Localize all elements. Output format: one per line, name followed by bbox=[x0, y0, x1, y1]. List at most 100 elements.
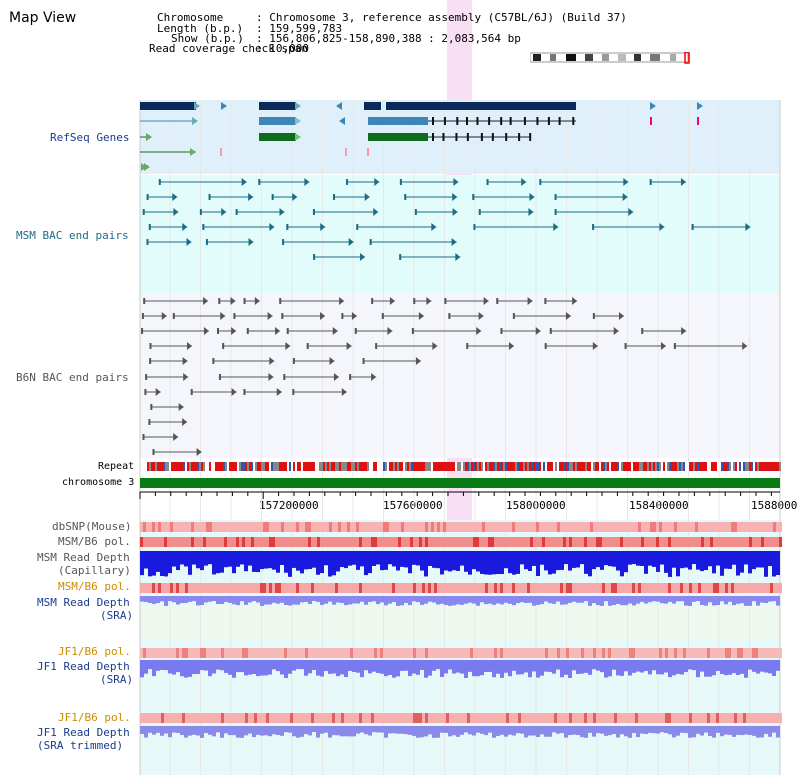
depth-bar bbox=[588, 660, 592, 675]
heat-cell bbox=[521, 583, 524, 593]
repeat-block bbox=[163, 462, 165, 471]
depth-bar bbox=[420, 596, 424, 605]
heat-cell bbox=[365, 583, 368, 593]
heat-cell bbox=[515, 583, 518, 593]
depth-bar bbox=[328, 596, 332, 602]
heat-cell bbox=[563, 713, 566, 723]
depth-bar bbox=[160, 726, 164, 736]
repeat-block bbox=[377, 462, 379, 471]
depth-bar bbox=[360, 551, 364, 567]
chromosome-ideogram[interactable] bbox=[530, 52, 692, 64]
heat-cell bbox=[467, 537, 470, 547]
depth-bar bbox=[328, 551, 332, 577]
heat-cell bbox=[533, 522, 536, 532]
depth-bar bbox=[444, 551, 448, 571]
heat-cell bbox=[329, 537, 332, 547]
heat-cell bbox=[308, 713, 311, 723]
heat-cell bbox=[548, 713, 551, 723]
heat-cell bbox=[707, 583, 710, 593]
heat-cell bbox=[140, 583, 143, 593]
depth-bar bbox=[200, 596, 204, 605]
depth-bar bbox=[724, 660, 728, 676]
heat-cell bbox=[233, 537, 236, 547]
heat-cell bbox=[221, 713, 224, 723]
repeat-block bbox=[673, 462, 675, 471]
heat-cell bbox=[398, 648, 401, 658]
repeat-block bbox=[413, 462, 415, 471]
refseq-genes-label[interactable]: RefSeq Genes bbox=[50, 131, 130, 144]
repeat-block bbox=[467, 462, 469, 471]
repeat-block bbox=[493, 462, 495, 471]
page-title: Map View bbox=[9, 10, 77, 26]
heat-cell bbox=[242, 648, 245, 658]
heat-cell bbox=[359, 522, 362, 532]
heat-cell bbox=[209, 648, 212, 658]
heat-cell bbox=[434, 522, 437, 532]
heat-cell bbox=[482, 648, 485, 658]
heat-cell bbox=[698, 713, 701, 723]
heat-cell bbox=[773, 537, 776, 547]
repeat-block bbox=[563, 462, 565, 471]
heat-cell bbox=[383, 713, 386, 723]
bac-end-arrow bbox=[364, 193, 370, 201]
depth-bar bbox=[740, 660, 744, 674]
heat-cell bbox=[215, 522, 218, 532]
heat-cell bbox=[335, 648, 338, 658]
heat-cell bbox=[668, 648, 671, 658]
heat-cell bbox=[155, 648, 158, 658]
bac-end-arrow bbox=[254, 297, 260, 305]
depth-bar bbox=[164, 726, 168, 734]
bac-end bbox=[282, 239, 285, 245]
depth-bar bbox=[340, 596, 344, 604]
depth-bar bbox=[772, 726, 776, 733]
depth-bar bbox=[636, 726, 640, 738]
repeat-block bbox=[529, 462, 531, 471]
depth-bar bbox=[172, 551, 176, 567]
heat-cell bbox=[239, 522, 242, 532]
depth-bar bbox=[424, 726, 428, 737]
heat-cell bbox=[239, 648, 242, 658]
gene-block bbox=[368, 117, 428, 125]
depth-bar bbox=[548, 660, 552, 672]
heat-cell bbox=[287, 583, 290, 593]
heat-cell bbox=[317, 522, 320, 532]
msm-bac-label[interactable]: MSM BAC end pairs bbox=[16, 229, 129, 242]
heat-cell bbox=[275, 522, 278, 532]
heat-cell bbox=[581, 713, 584, 723]
bac-end-arrow bbox=[196, 448, 202, 456]
heat-cell bbox=[314, 713, 317, 723]
bac-end-arrow bbox=[572, 297, 578, 305]
heat-cell bbox=[542, 537, 545, 547]
heat-cell bbox=[164, 648, 167, 658]
heat-cell bbox=[653, 713, 656, 723]
depth-bar bbox=[332, 551, 336, 576]
repeat-block bbox=[153, 462, 155, 471]
heat-cell bbox=[263, 648, 266, 658]
heat-cell bbox=[662, 537, 665, 547]
heat-cell bbox=[422, 713, 425, 723]
heat-cell bbox=[512, 537, 515, 547]
depth-bar bbox=[212, 596, 216, 602]
sra-trimmed-label: (SRA trimmed) bbox=[37, 739, 124, 752]
depth-bar bbox=[524, 660, 528, 673]
heat-cell bbox=[260, 713, 263, 723]
depth-bar bbox=[716, 726, 720, 733]
repeat-block bbox=[319, 462, 321, 471]
repeat-block bbox=[691, 462, 693, 471]
heat-cell bbox=[644, 522, 647, 532]
bac-end bbox=[500, 328, 503, 334]
repeat-block bbox=[463, 462, 465, 471]
heat-cell bbox=[155, 522, 158, 532]
heat-cell bbox=[650, 583, 653, 593]
depth-bar bbox=[356, 726, 360, 734]
heat-cell bbox=[254, 583, 257, 593]
heat-cell bbox=[182, 648, 185, 658]
heat-cell bbox=[506, 522, 509, 532]
repeat-block bbox=[711, 462, 713, 471]
chromosome-bar bbox=[140, 478, 780, 488]
heat-cell bbox=[686, 583, 689, 593]
b6n-bac-label[interactable]: B6N BAC end pairs bbox=[16, 371, 129, 384]
depth-bar bbox=[468, 551, 472, 575]
repeat-block bbox=[415, 462, 417, 471]
